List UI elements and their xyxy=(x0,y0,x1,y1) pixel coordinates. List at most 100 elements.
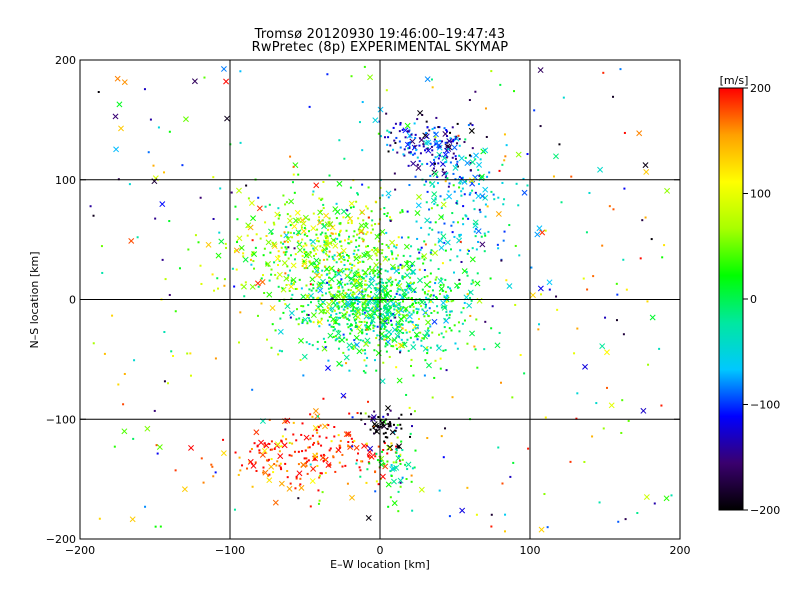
dot-point xyxy=(392,126,395,129)
dot-point xyxy=(223,284,226,287)
cross-point xyxy=(391,478,397,485)
dot-point xyxy=(358,256,361,259)
dot-point xyxy=(334,339,337,342)
dot-point xyxy=(562,96,565,99)
dot-point xyxy=(390,474,393,477)
dot-point xyxy=(404,307,407,310)
dot-point xyxy=(347,254,350,257)
dot-point xyxy=(384,255,387,258)
x-tick-label: 0 xyxy=(377,544,384,557)
dot-point xyxy=(343,258,346,261)
cross-point xyxy=(409,138,416,145)
dot-point xyxy=(437,162,440,165)
dot-point xyxy=(218,231,221,234)
dot-point xyxy=(357,268,360,271)
dot-point xyxy=(592,275,595,278)
dot-point xyxy=(396,254,399,257)
dot-point xyxy=(295,318,298,321)
dot-point xyxy=(423,301,426,304)
dot-point xyxy=(460,190,463,193)
cross-point xyxy=(506,283,513,290)
dot-point xyxy=(440,277,443,280)
dot-point xyxy=(325,247,328,250)
dot-point xyxy=(339,229,342,232)
dot-point xyxy=(387,258,390,261)
dot-point xyxy=(247,197,250,200)
dot-point xyxy=(423,258,426,261)
dot-point xyxy=(350,297,353,300)
cross-point xyxy=(312,245,319,251)
dot-point xyxy=(369,428,372,431)
dot-point xyxy=(401,476,404,479)
dot-point xyxy=(317,442,320,445)
dot-point xyxy=(172,354,175,357)
cross-point xyxy=(546,279,553,286)
cross-point xyxy=(380,295,387,302)
dot-point xyxy=(237,473,240,476)
cross-point xyxy=(274,211,281,218)
dot-point xyxy=(316,440,319,443)
dot-point xyxy=(383,207,386,210)
cross-point xyxy=(325,365,331,372)
dot-point xyxy=(347,445,350,448)
dot-point xyxy=(300,304,303,307)
dot-point xyxy=(343,305,346,308)
dot-point xyxy=(371,307,374,310)
dot-point xyxy=(178,267,181,270)
dot-point xyxy=(435,276,438,279)
dot-point xyxy=(454,342,457,345)
cross-point xyxy=(386,278,392,285)
cross-point xyxy=(205,241,212,248)
cross-point xyxy=(288,283,295,290)
dot-point xyxy=(303,248,306,251)
dot-point xyxy=(449,259,452,262)
dot-point xyxy=(555,295,558,298)
dot-point xyxy=(462,205,465,208)
dot-point xyxy=(436,204,439,207)
dot-point xyxy=(400,427,403,430)
cross-point xyxy=(410,344,417,351)
dot-point xyxy=(397,307,400,310)
dot-point xyxy=(350,266,353,269)
grid-lines xyxy=(80,60,680,539)
cross-point xyxy=(368,453,375,460)
dot-point xyxy=(394,295,397,298)
dot-point xyxy=(434,221,437,224)
dot-point xyxy=(409,282,412,285)
dot-point xyxy=(500,259,503,262)
dot-point xyxy=(444,161,447,164)
cross-point xyxy=(475,193,482,200)
dot-point xyxy=(222,438,225,441)
dot-point xyxy=(389,216,392,219)
dot-point xyxy=(389,422,392,425)
dot-point xyxy=(468,193,471,196)
dot-point xyxy=(370,291,373,294)
dot-point xyxy=(612,208,615,211)
dot-point xyxy=(309,505,312,508)
dot-point xyxy=(356,192,359,195)
cross-point xyxy=(304,293,311,300)
dot-point xyxy=(346,323,349,326)
cross-point xyxy=(367,74,374,81)
dot-point xyxy=(291,293,294,296)
dot-point xyxy=(343,157,346,160)
dot-point xyxy=(390,131,393,134)
dot-point xyxy=(189,352,192,355)
dot-point xyxy=(474,90,477,93)
dot-point xyxy=(405,478,408,481)
dot-point xyxy=(338,139,341,142)
dot-point xyxy=(424,243,427,246)
dot-point xyxy=(414,175,417,178)
dot-point xyxy=(303,227,306,230)
dot-point xyxy=(430,249,433,252)
dot-point xyxy=(293,232,296,235)
dot-point xyxy=(458,154,461,157)
dot-point xyxy=(429,259,432,262)
dot-point xyxy=(266,338,269,341)
dot-point xyxy=(544,229,547,232)
dot-point xyxy=(277,254,280,257)
dot-point xyxy=(413,466,416,469)
dot-point xyxy=(361,328,364,331)
dot-point xyxy=(511,396,514,399)
